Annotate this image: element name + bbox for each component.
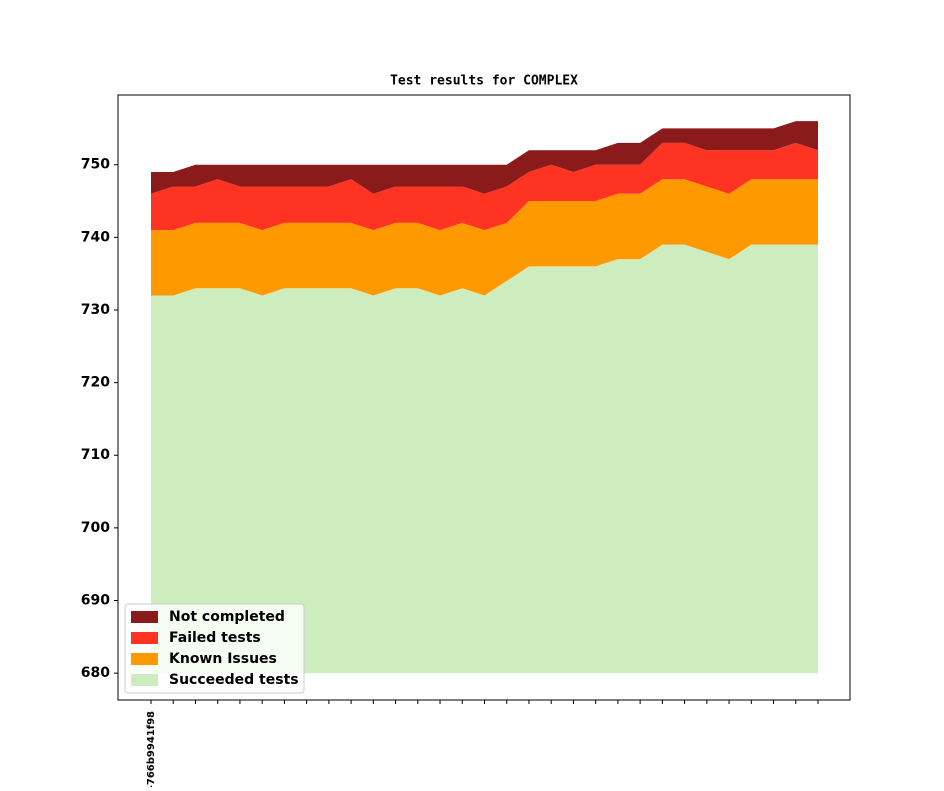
legend-label: Not completed — [169, 609, 285, 625]
y-tick-label: 700 — [81, 520, 110, 536]
legend-box — [124, 603, 305, 694]
legend-label: Succeeded tests — [169, 672, 299, 688]
y-tick-label: 710 — [81, 447, 110, 463]
legend-swatch — [131, 653, 158, 665]
y-tick-label: 720 — [81, 375, 110, 391]
legend: Not completed Failed tests Known Issues Suc… — [124, 603, 305, 694]
x-tick-label: -766b9941f98 — [146, 711, 157, 787]
y-tick-label: 740 — [81, 229, 110, 245]
y-tick-label: 750 — [81, 157, 110, 173]
area — [151, 179, 818, 296]
legend-swatch — [131, 611, 158, 623]
y-tick-label: 730 — [81, 302, 110, 318]
legend-label: Failed tests — [169, 630, 261, 646]
area — [151, 244, 818, 674]
legend-swatch — [131, 674, 158, 686]
y-tick-label: 680 — [81, 665, 110, 681]
legend-swatch — [131, 632, 158, 644]
chart-title: Test results for COMPLEX — [390, 74, 578, 89]
area — [151, 121, 818, 194]
legend-label: Known Issues — [169, 651, 277, 667]
area — [151, 142, 818, 231]
y-tick-label: 690 — [81, 592, 110, 608]
